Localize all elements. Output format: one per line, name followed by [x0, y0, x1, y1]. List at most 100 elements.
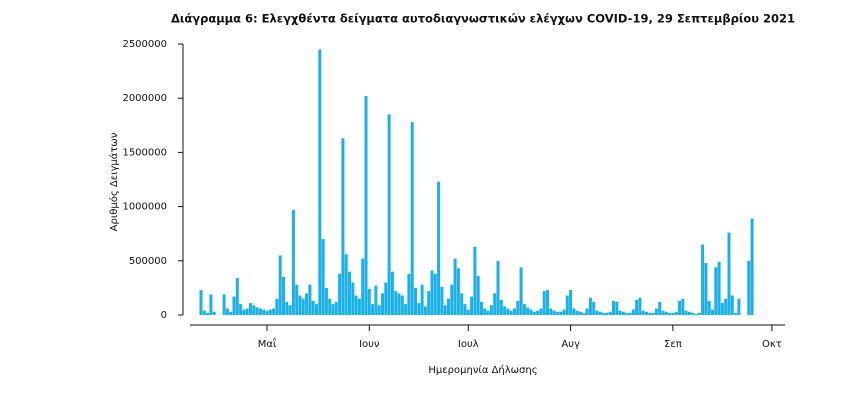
- bar: [414, 287, 417, 315]
- bar: [202, 310, 206, 315]
- bar: [628, 312, 632, 315]
- bar: [691, 312, 695, 315]
- bar: [328, 298, 332, 315]
- bar: [658, 301, 662, 315]
- bar: [331, 304, 335, 315]
- bar: [344, 254, 348, 315]
- bar: [572, 308, 576, 315]
- bar: [262, 309, 266, 315]
- bar: [605, 312, 609, 315]
- bar: [674, 311, 678, 315]
- bar: [559, 311, 563, 315]
- bar: [569, 290, 573, 315]
- bar: [602, 312, 606, 315]
- bar: [480, 301, 483, 315]
- bar: [460, 293, 464, 315]
- bar: [612, 300, 615, 315]
- bar: [301, 298, 305, 315]
- bar: [727, 232, 731, 315]
- bar: [562, 309, 566, 315]
- bar: [651, 312, 655, 315]
- bar: [367, 288, 371, 315]
- bar: [232, 296, 236, 315]
- bar: [618, 310, 622, 315]
- x-tick-label: Οκτ: [762, 339, 782, 350]
- bar: [341, 138, 345, 315]
- y-tick-label: 2500000: [122, 39, 167, 50]
- bar: [542, 291, 546, 315]
- bar: [229, 311, 233, 315]
- bar: [338, 273, 342, 315]
- bar: [539, 308, 543, 315]
- bar: [255, 307, 259, 315]
- bar: [334, 301, 338, 315]
- bar: [737, 298, 741, 315]
- bar: [235, 278, 239, 315]
- bar: [423, 306, 427, 315]
- bar: [730, 295, 734, 315]
- bar: [687, 311, 691, 315]
- bar: [579, 311, 582, 315]
- bar: [671, 312, 675, 315]
- bar: [549, 308, 553, 315]
- bar: [470, 296, 474, 315]
- bar: [242, 309, 246, 315]
- bar: [552, 310, 556, 315]
- bar: [354, 295, 358, 315]
- bar: [707, 300, 711, 315]
- bar: [536, 310, 540, 315]
- bar: [509, 310, 513, 315]
- bar: [397, 293, 401, 315]
- bar: [598, 311, 602, 315]
- bar: [684, 310, 688, 315]
- bar: [410, 122, 414, 315]
- bar: [443, 305, 447, 315]
- bar: [506, 308, 510, 315]
- bar: [417, 303, 421, 315]
- bar: [440, 286, 444, 315]
- bar: [407, 273, 411, 315]
- bar: [714, 267, 718, 315]
- bar: [631, 309, 635, 315]
- bar: [206, 312, 210, 315]
- y-tick-label: 2000000: [122, 93, 167, 104]
- bar: [390, 271, 394, 315]
- bar: [582, 312, 586, 315]
- bar: [664, 311, 668, 315]
- bar: [427, 291, 431, 315]
- bar: [278, 255, 282, 315]
- bar: [430, 270, 434, 315]
- bar: [516, 300, 520, 315]
- bar: [595, 310, 599, 315]
- bar: [648, 312, 652, 315]
- bar: [585, 308, 589, 315]
- bar: [387, 114, 391, 316]
- bar: [546, 290, 549, 315]
- bar: [704, 262, 708, 315]
- bar: [529, 309, 533, 315]
- bar: [654, 308, 658, 315]
- bar: [635, 299, 639, 315]
- bar: [526, 307, 530, 315]
- bar: [645, 311, 648, 315]
- bar: [747, 260, 751, 315]
- bar: [222, 294, 226, 315]
- bar: [532, 311, 536, 315]
- bar: [717, 261, 721, 315]
- bar: [275, 298, 279, 315]
- bar: [522, 304, 526, 315]
- x-tick-label: Μαΐ: [258, 336, 277, 350]
- bar: [519, 267, 523, 315]
- bar: [318, 49, 322, 316]
- bar: [357, 298, 361, 315]
- bar: [503, 306, 507, 315]
- bar: [456, 268, 460, 315]
- bar: [486, 310, 490, 315]
- bar: [295, 284, 299, 315]
- bar: [694, 313, 698, 315]
- bar: [364, 96, 368, 315]
- bar: [381, 293, 384, 315]
- bar: [711, 309, 714, 315]
- bar: [450, 284, 454, 315]
- x-tick-label: Αυγ: [561, 339, 580, 350]
